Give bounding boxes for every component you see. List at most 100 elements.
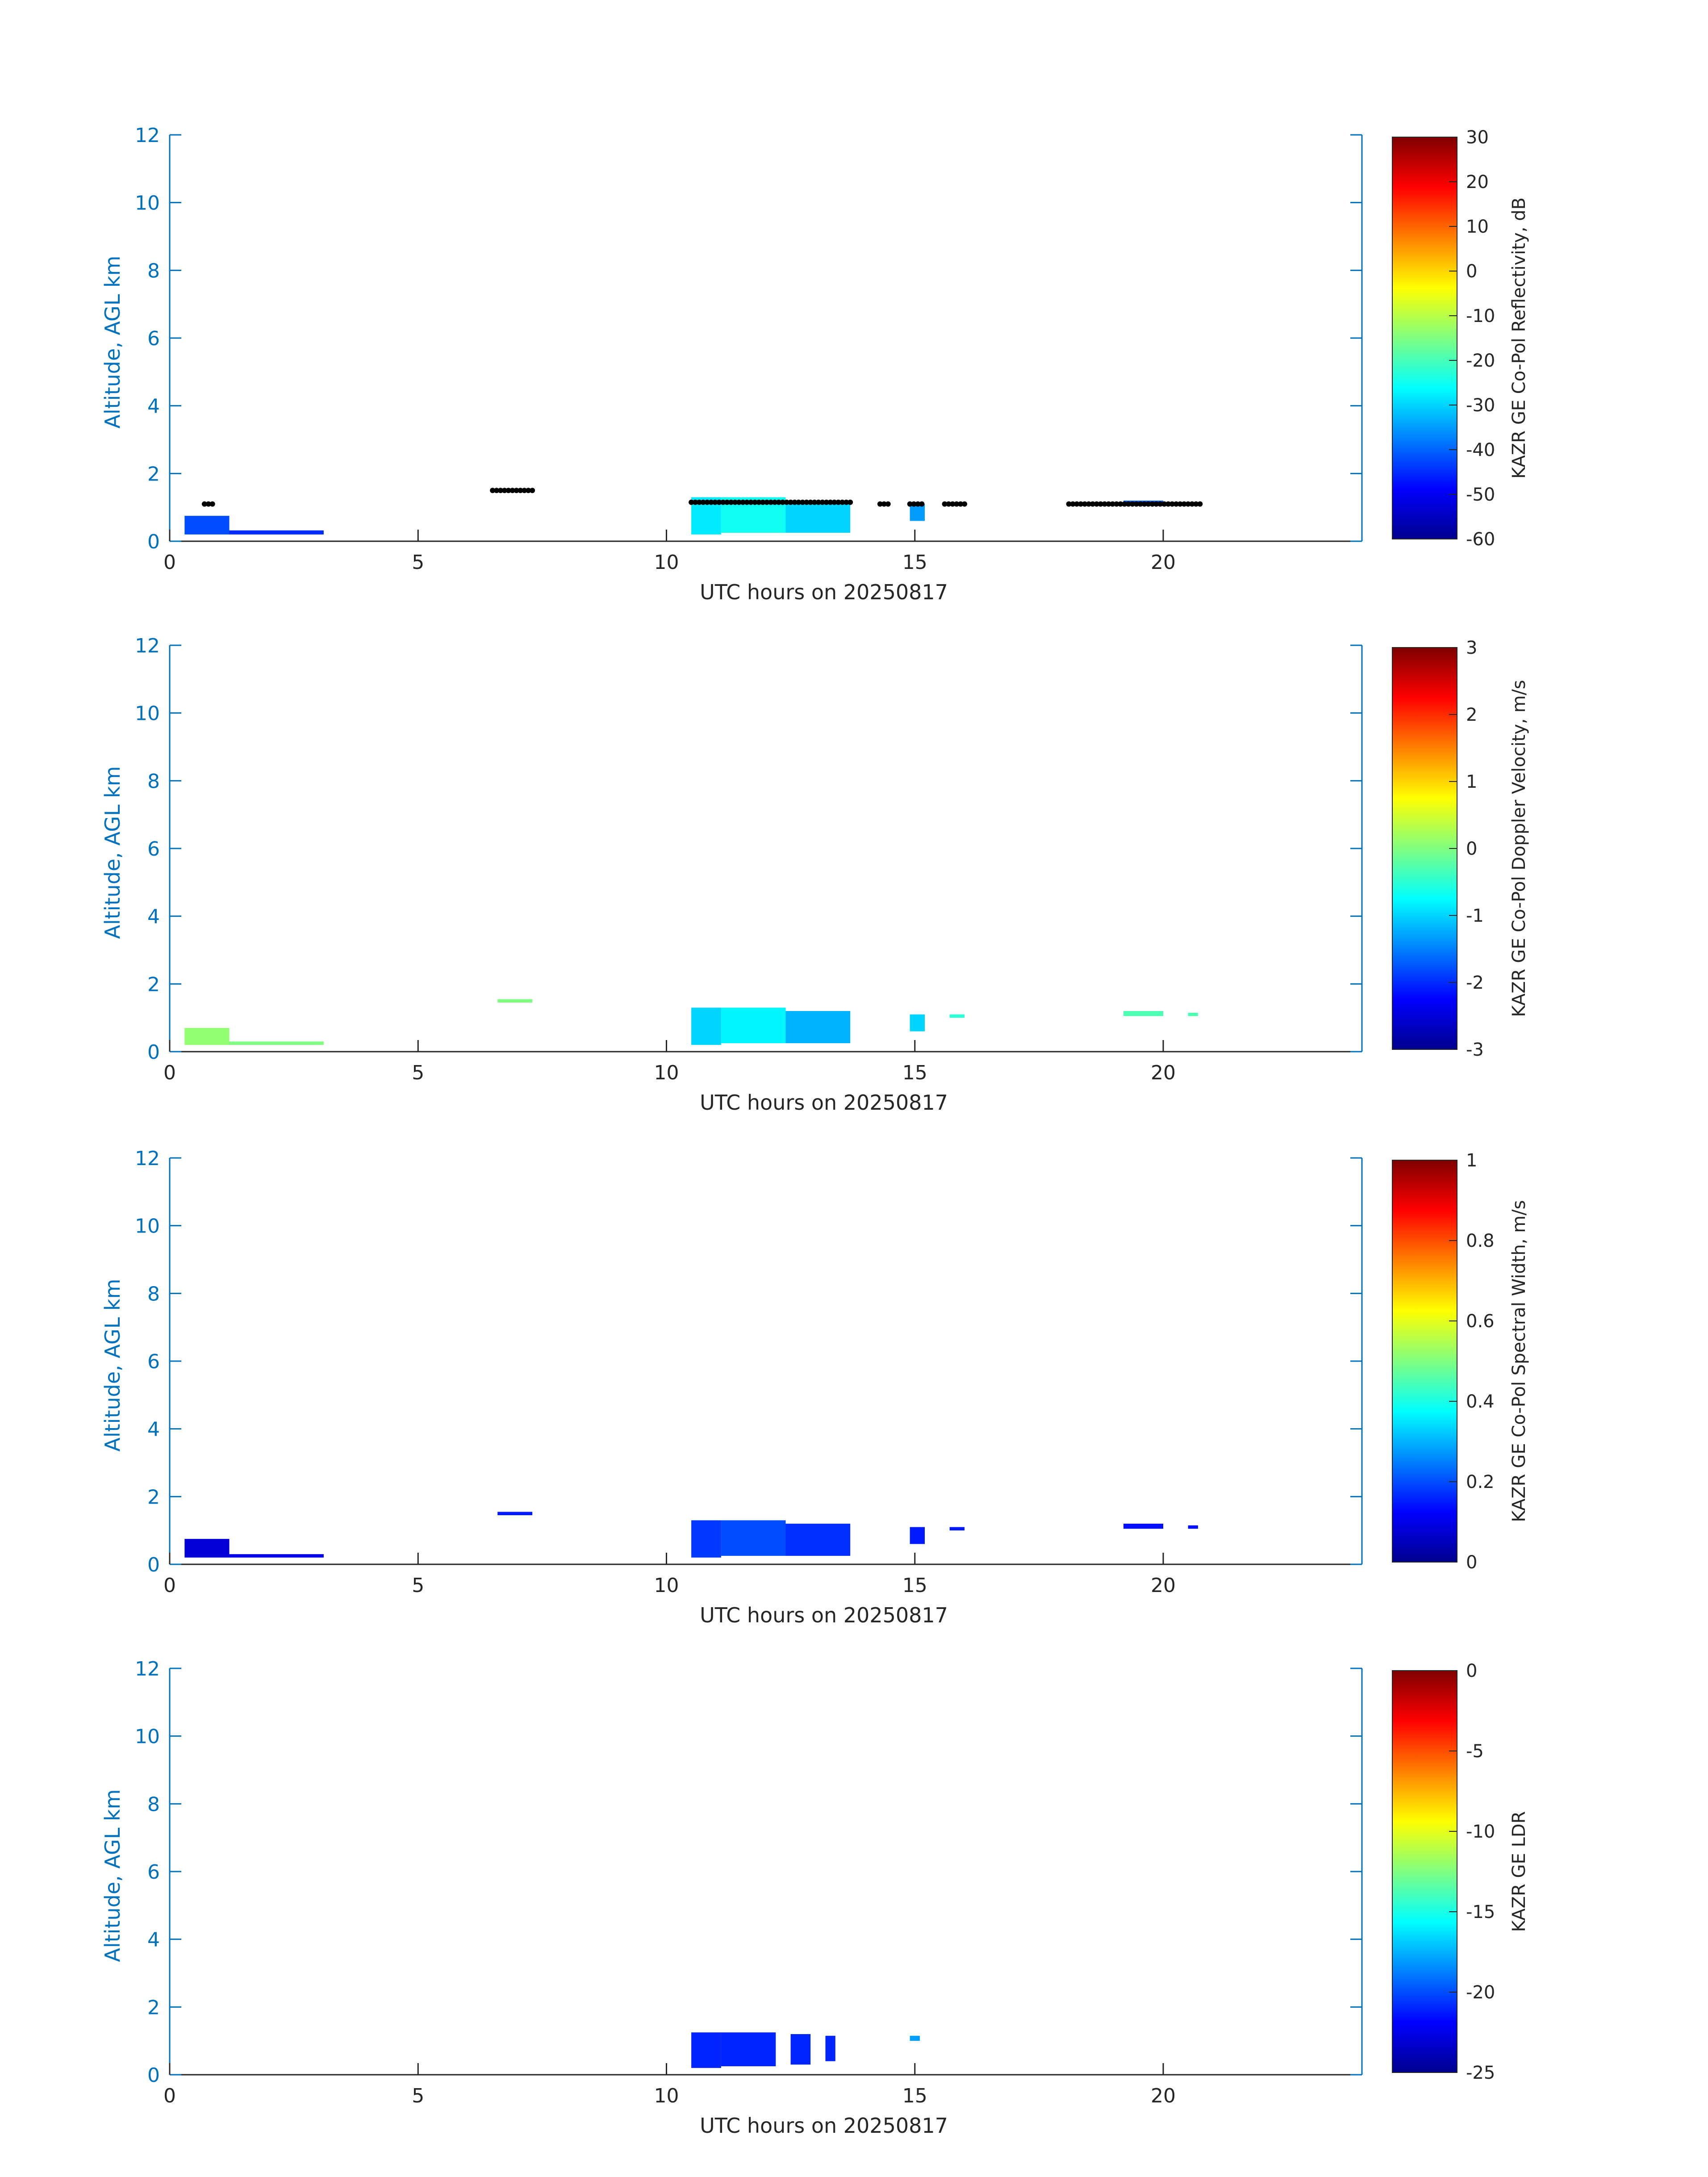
colorbar-tick-label: -20: [1466, 1982, 1495, 2003]
colorbar: [1392, 647, 1457, 1050]
cloud-base-point: [835, 499, 841, 505]
y-tick-label: 8: [147, 1283, 160, 1305]
y-tick-label: 12: [135, 635, 160, 657]
x-tick-label: 15: [902, 1574, 927, 1597]
echo-cell: [721, 1520, 786, 1556]
cloud-base-point: [716, 499, 722, 505]
cloud-base-point: [1161, 501, 1167, 507]
echo-cell: [691, 1520, 721, 1558]
y-tick-label: 2: [147, 973, 160, 996]
cloud-base-point: [819, 499, 825, 505]
echo-cell: [229, 1554, 324, 1558]
echo-cell: [1123, 1011, 1163, 1016]
echo-cell: [1188, 1012, 1198, 1016]
x-axis-label: UTC hours on 20250817: [700, 580, 948, 604]
cloud-base-point: [201, 501, 207, 507]
y-tick-label: 10: [135, 702, 160, 725]
cloud-base-point: [490, 488, 496, 493]
x-tick-label: 15: [902, 2085, 927, 2107]
cloud-base-point: [1106, 501, 1111, 507]
cloud-base-point: [1193, 501, 1199, 507]
cloud-base-point: [1197, 501, 1203, 507]
echo-cell: [691, 1007, 721, 1045]
cloud-base-point: [760, 499, 766, 505]
colorbar: [1392, 1160, 1457, 1563]
colorbar-tick-label: -30: [1466, 395, 1495, 416]
cloud-base-point: [696, 499, 702, 505]
colorbar-tick-label: 0.8: [1466, 1231, 1495, 1251]
y-tick-label: 10: [135, 1215, 160, 1238]
cloud-base-point: [1153, 501, 1159, 507]
y-tick-label: 4: [147, 1418, 160, 1441]
cloud-base-point: [728, 499, 734, 505]
colorbar-tick-label: -10: [1466, 306, 1495, 326]
colorbar-tick-label: 30: [1466, 127, 1489, 148]
cloud-base-point: [1098, 501, 1103, 507]
y-tick-label: 0: [147, 1041, 160, 1064]
echo-cell: [1123, 1524, 1163, 1529]
cloud-base-point: [740, 499, 746, 505]
cloud-base-point: [756, 499, 762, 505]
y-tick-label: 8: [147, 259, 160, 282]
echo-cell: [825, 2035, 835, 2061]
cloud-base-point: [792, 499, 798, 505]
echo-cell: [721, 2032, 776, 2067]
echo-cell: [497, 999, 533, 1003]
cloud-base-point: [915, 501, 921, 507]
echo-cell: [497, 1512, 533, 1516]
cloud-base-point: [1181, 501, 1187, 507]
cloud-base-point: [505, 488, 511, 493]
y-tick-label: 4: [147, 1929, 160, 1951]
data-layer: [691, 2032, 920, 2068]
colorbar-tick-label: -20: [1466, 351, 1495, 371]
cloud-base-point: [881, 501, 887, 507]
cloud-base-point: [1102, 501, 1107, 507]
echo-cell: [910, 2035, 920, 2041]
echo-cell: [785, 501, 851, 533]
cloud-base-point: [494, 488, 500, 493]
echo-cell: [910, 1014, 925, 1032]
colorbar-tick-label: 0: [1466, 261, 1477, 282]
plot-area: [170, 645, 1362, 1052]
cloud-base-point: [946, 501, 952, 507]
cloud-base-point: [1189, 501, 1195, 507]
echo-cell: [790, 2034, 811, 2065]
cloud-base-point: [1118, 501, 1123, 507]
y-tick-label: 0: [147, 531, 160, 553]
cloud-base-point: [209, 501, 215, 507]
cloud-base-point: [1090, 501, 1096, 507]
echo-cell: [785, 1524, 851, 1556]
cloud-base-point: [800, 499, 806, 505]
cloud-base-point: [1070, 501, 1076, 507]
cloud-base-point: [724, 499, 730, 505]
data-layer: [184, 999, 1198, 1045]
y-tick-label: 0: [147, 1554, 160, 1576]
cloud-base-point: [522, 488, 527, 493]
panel-4: 0 2 4 6 8 10 12 0 5 10 15 20 UTC hours on 20250817 Al…: [100, 1658, 1529, 2138]
cloud-base-point: [700, 499, 706, 505]
cloud-base-point: [748, 499, 754, 505]
y-axis-label: Altitude, AGL km: [100, 1279, 125, 1452]
cloud-base-point: [526, 488, 531, 493]
x-tick-label: 10: [654, 1061, 679, 1084]
cloud-base-point: [780, 499, 785, 505]
cloud-base-point: [1122, 501, 1128, 507]
cloud-base-point: [776, 499, 781, 505]
cloud-base-point: [1173, 501, 1179, 507]
cloud-base-point: [954, 501, 960, 507]
colorbar-label: KAZR GE Co-Pol Doppler Velocity, m/s: [1509, 680, 1529, 1017]
colorbar: [1392, 1670, 1457, 2073]
y-tick-label: 4: [147, 906, 160, 928]
colorbar-tick-label: -1: [1466, 906, 1484, 926]
colorbar-tick-label: -25: [1466, 2063, 1495, 2083]
cloud-base-point: [530, 488, 535, 493]
plot-area: [170, 1668, 1362, 2075]
cloud-base-point: [744, 499, 750, 505]
colorbar-tick-label: 0.6: [1466, 1311, 1495, 1332]
echo-cell: [949, 1014, 965, 1018]
cloud-base-point: [1149, 501, 1155, 507]
x-axis-label: UTC hours on 20250817: [700, 1091, 948, 1115]
x-tick-label: 5: [412, 1574, 424, 1597]
cloud-base-point: [950, 501, 956, 507]
